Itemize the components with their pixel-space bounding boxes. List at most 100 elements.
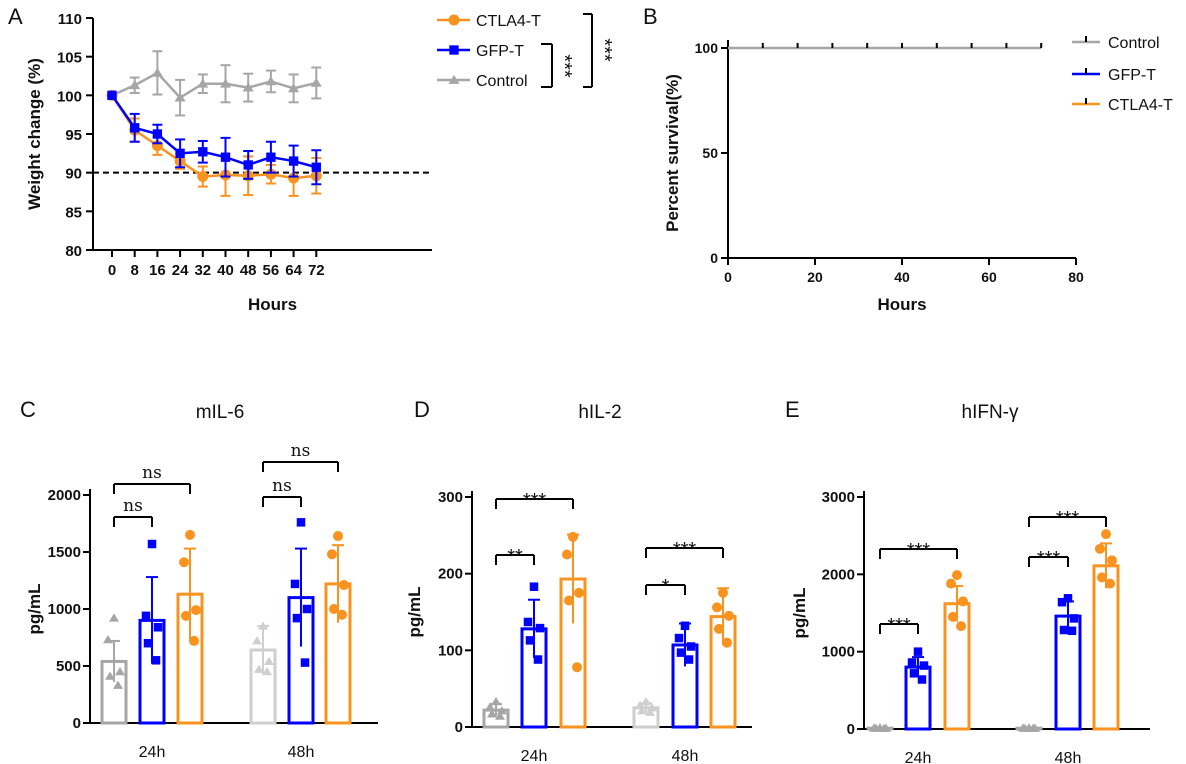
data-point-gfp-t: [175, 148, 185, 159]
data-point: [564, 595, 574, 606]
data-point-gfp-t: [311, 162, 321, 172]
sig-label: ns: [123, 496, 143, 516]
x-tick-label-a: 48: [240, 262, 257, 279]
data-point: [1028, 723, 1038, 733]
y-tick-label-a: 85: [65, 204, 82, 221]
data-point: [919, 661, 929, 670]
data-point: [1063, 594, 1073, 603]
data-point: [676, 648, 686, 657]
data-point-control: [220, 78, 231, 88]
data-point-gfp-t: [288, 156, 299, 166]
x-tick-label-a: 24: [172, 262, 189, 279]
data-point: [684, 655, 694, 664]
data-point: [105, 671, 115, 680]
bar: [1092, 564, 1120, 731]
data-point: [637, 706, 647, 715]
data-point: [329, 604, 339, 614]
y-tick-label-b: 0: [710, 250, 718, 266]
data-point: [714, 623, 724, 634]
data-point: [264, 656, 274, 665]
panel-letter-c: C: [20, 397, 36, 422]
sig-label: *: [662, 576, 670, 598]
data-point: [645, 707, 655, 716]
x-tick-label-a: 32: [194, 262, 211, 279]
sig-label: ***: [523, 490, 547, 512]
data-point: [1059, 625, 1069, 635]
data-point: [189, 635, 199, 646]
data-point: [327, 549, 337, 560]
data-point: [722, 637, 732, 648]
y-tick-label-a: 95: [65, 127, 82, 144]
panel-letter-d: D: [414, 397, 430, 422]
y-tick-label: 100: [438, 642, 463, 659]
data-point: [1069, 614, 1079, 623]
x-axis-label-b: Hours: [877, 295, 926, 314]
data-point: [523, 617, 533, 627]
x-tick-label-a: 8: [131, 262, 139, 279]
legend-label: GFP-T: [1108, 67, 1156, 84]
legend-marker: [448, 14, 460, 26]
y-tick-label: 1000: [822, 644, 855, 661]
data-point: [337, 609, 347, 620]
data-point-control: [288, 83, 300, 93]
data-point: [1095, 543, 1105, 554]
data-point: [103, 635, 113, 644]
data-point: [956, 621, 966, 632]
chart-title-d: hIL-2: [578, 402, 621, 423]
sig-label: ns: [142, 463, 162, 483]
data-point: [179, 557, 189, 568]
data-point: [909, 669, 919, 678]
data-point: [113, 680, 123, 689]
x-tick-label: 24h: [905, 750, 932, 764]
sig-label: ***: [907, 540, 931, 562]
x-tick-label: 24h: [139, 744, 166, 761]
data-point: [485, 702, 495, 711]
y-tick-label: 2000: [822, 566, 855, 583]
data-point: [1057, 597, 1067, 607]
data-point: [495, 711, 505, 720]
chart-title-c: mIL-6: [196, 402, 245, 423]
data-point: [718, 587, 728, 598]
legend-label: Control: [476, 73, 528, 90]
data-point-control: [265, 76, 277, 86]
data-point: [907, 658, 917, 667]
data-point-gfp-t: [220, 152, 231, 162]
y-tick-label: 0: [455, 719, 463, 736]
data-point: [946, 578, 956, 589]
data-point-control: [129, 80, 141, 90]
data-point: [674, 633, 684, 643]
significance-label: ***: [553, 54, 575, 78]
data-point: [290, 579, 300, 589]
x-tick-label-a: 40: [217, 262, 234, 279]
data-point: [686, 642, 696, 651]
data-point: [529, 582, 539, 591]
data-point: [724, 610, 734, 621]
y-tick-label: 0: [847, 721, 855, 738]
data-point: [181, 610, 191, 621]
y-tick-label-a: 105: [57, 50, 82, 67]
legend-label: Control: [1108, 35, 1160, 52]
y-tick-label: 200: [438, 566, 463, 583]
data-point-ctla4-t: [197, 171, 209, 183]
legend-label: CTLA4-T: [1108, 97, 1173, 114]
data-point-ctla4-t: [265, 168, 277, 180]
y-tick-label: 300: [438, 489, 463, 506]
significance-label: ***: [593, 38, 615, 62]
data-point: [252, 636, 262, 645]
panel-letter-a: A: [8, 4, 23, 29]
y-tick-label: 0: [73, 715, 81, 732]
data-point: [191, 605, 201, 616]
sig-label: ***: [1037, 548, 1061, 570]
data-point: [917, 675, 927, 684]
data-point: [1020, 723, 1030, 732]
data-point: [296, 518, 306, 527]
data-point: [712, 602, 722, 613]
data-point: [958, 596, 968, 607]
x-tick-label-b: 40: [894, 269, 910, 285]
legend-label: GFP-T: [476, 43, 524, 60]
data-point: [871, 723, 881, 732]
x-tick-label-b: 20: [807, 269, 823, 285]
x-tick-label-a: 16: [149, 262, 166, 279]
y-axis-label-b: Percent survival(%): [663, 74, 682, 232]
data-point: [952, 570, 962, 581]
